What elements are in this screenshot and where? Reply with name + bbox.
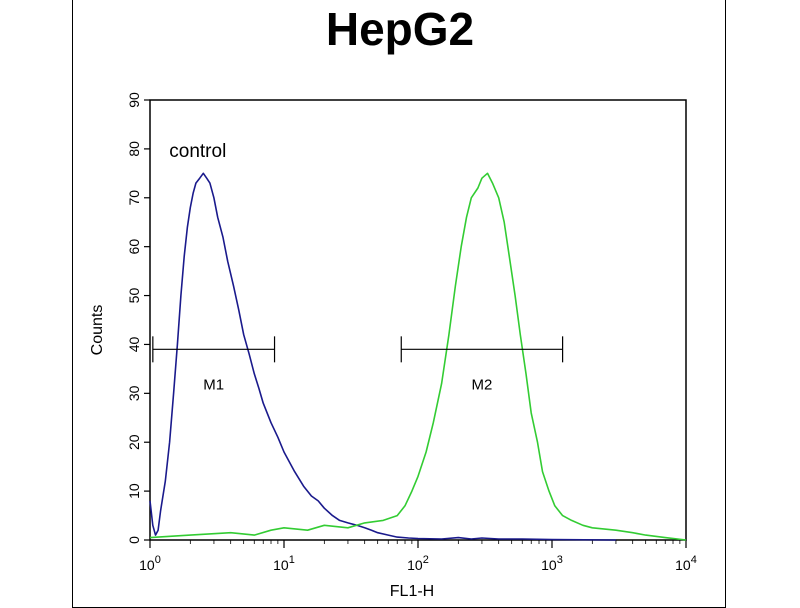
series-layer bbox=[149, 172, 687, 541]
y-tick-label: 0 bbox=[126, 536, 142, 544]
histogram-series-2 bbox=[149, 172, 687, 541]
x-tick-label: 102 bbox=[407, 554, 429, 573]
y-tick-label: 90 bbox=[126, 92, 142, 108]
histogram-series-1 bbox=[149, 172, 616, 541]
y-tick-label: 40 bbox=[126, 336, 142, 352]
x-axis-label: FL1-H bbox=[390, 583, 434, 600]
y-tick-label: 80 bbox=[126, 141, 142, 157]
x-tick-label: 101 bbox=[273, 554, 295, 573]
y-tick-label: 20 bbox=[126, 434, 142, 450]
marker-label: M1 bbox=[203, 376, 224, 393]
marker-layer bbox=[152, 336, 564, 363]
y-tick-label: 60 bbox=[126, 239, 142, 255]
x-tick-label: 100 bbox=[139, 554, 161, 573]
marker-label: M2 bbox=[472, 376, 493, 393]
x-tick-label: 104 bbox=[675, 554, 697, 573]
text-layer: 0 10 20 30 40 50 60 70 80 90 100 101 102 103 104 FL1-H C… bbox=[89, 92, 697, 600]
chart-title: HepG2 bbox=[325, 3, 475, 55]
y-tick-label: 10 bbox=[126, 483, 142, 499]
y-tick-label: 30 bbox=[126, 385, 142, 401]
annotation-label: control bbox=[169, 141, 226, 162]
x-tick-label: 103 bbox=[541, 554, 563, 573]
y-tick-label: 70 bbox=[126, 190, 142, 206]
y-tick-label: 50 bbox=[126, 288, 142, 304]
y-axis-label: Counts bbox=[89, 305, 106, 356]
axes bbox=[144, 99, 687, 548]
